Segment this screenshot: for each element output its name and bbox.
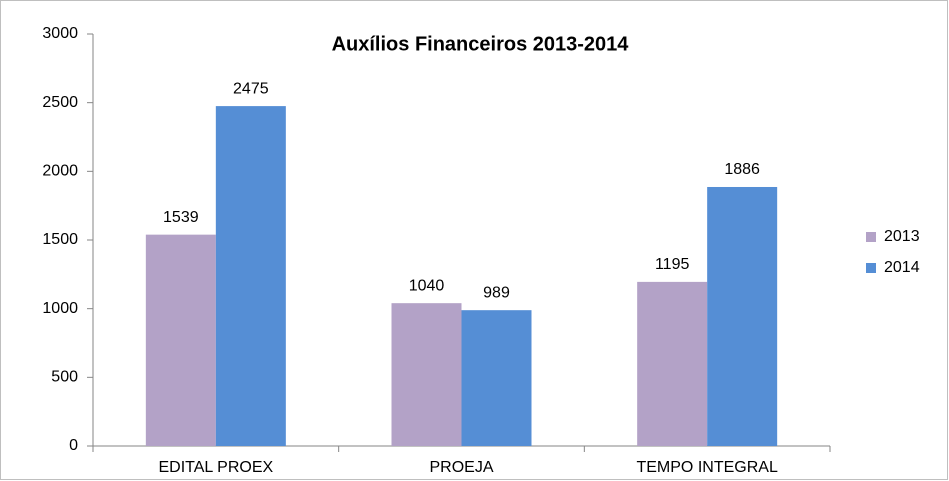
y-tick-label: 3000 xyxy=(42,25,78,42)
bar xyxy=(461,310,532,446)
bar xyxy=(707,186,778,447)
chart-title: Auxílios Financeiros 2013-2014 xyxy=(332,33,630,55)
x-tick-label: TEMPO INTEGRAL xyxy=(636,459,777,476)
data-label: 2475 xyxy=(233,80,269,97)
bar xyxy=(391,303,462,446)
x-tick-label: EDITAL PROEX xyxy=(158,459,273,476)
legend-label: 2014 xyxy=(884,259,920,276)
bar xyxy=(637,281,708,446)
bar xyxy=(215,106,286,446)
legend-swatch xyxy=(866,232,876,242)
y-tick-label: 500 xyxy=(51,369,78,386)
y-tick-label: 0 xyxy=(69,437,78,454)
x-tick-label: PROEJA xyxy=(429,459,493,476)
y-tick-label: 2500 xyxy=(42,94,78,111)
data-label: 989 xyxy=(483,284,510,301)
data-label: 1886 xyxy=(724,161,760,178)
y-tick-label: 1500 xyxy=(42,231,78,248)
data-label: 1040 xyxy=(409,277,445,294)
y-tick-label: 2000 xyxy=(42,163,78,180)
legend-swatch xyxy=(866,263,876,273)
bar xyxy=(145,234,216,446)
legend-label: 2013 xyxy=(884,228,920,245)
data-label: 1195 xyxy=(655,256,690,273)
y-tick-label: 1000 xyxy=(42,300,78,317)
data-label: 1539 xyxy=(163,209,199,226)
